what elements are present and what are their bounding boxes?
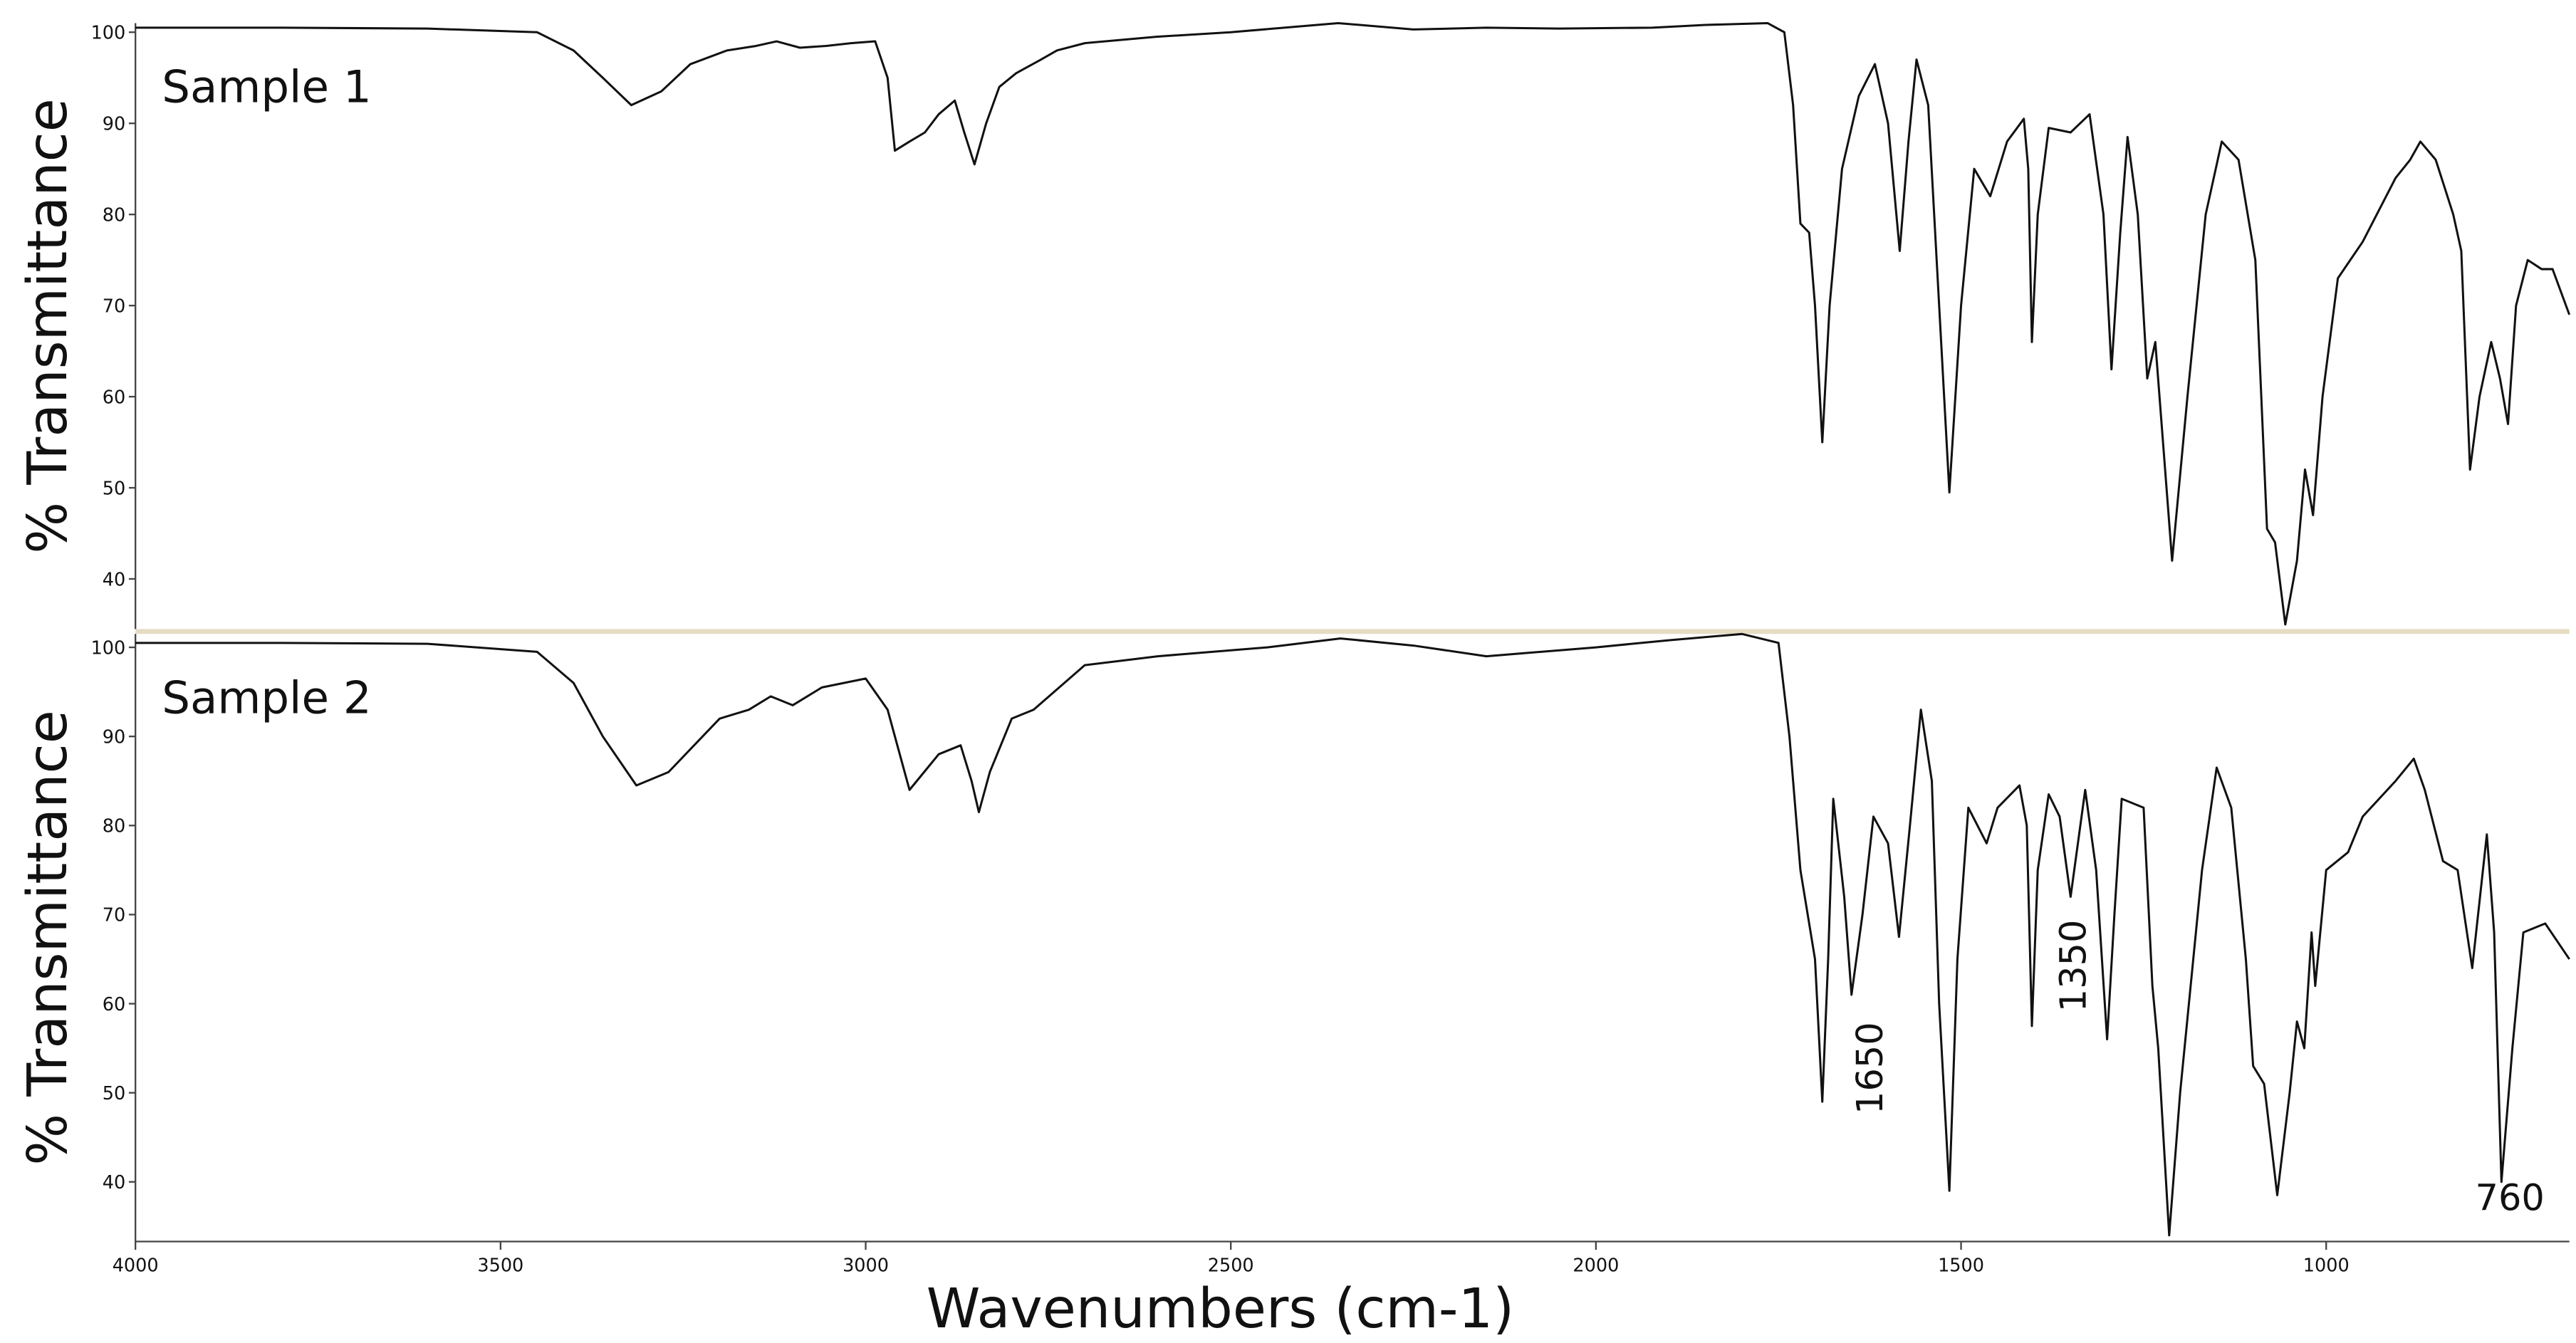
y-tick-label: 80 bbox=[103, 204, 125, 226]
x-tick-label: 2000 bbox=[1573, 1255, 1619, 1276]
y-tick-label: 90 bbox=[103, 726, 125, 748]
y-tick-label: 50 bbox=[103, 1083, 125, 1104]
y-tick-label: 80 bbox=[103, 816, 125, 837]
y-axis-label: % Transmittance bbox=[16, 98, 80, 553]
y-tick-label: 40 bbox=[103, 1172, 125, 1193]
panel-title: Sample 2 bbox=[162, 672, 371, 724]
x-tick-label: 3500 bbox=[477, 1255, 523, 1276]
y-tick-label: 100 bbox=[91, 637, 126, 659]
spectrum-line bbox=[135, 21, 2571, 626]
peak-annotation: 1350 bbox=[2053, 919, 2095, 1012]
y-tick-label: 60 bbox=[103, 994, 125, 1015]
y-tick-label: 70 bbox=[103, 296, 125, 317]
y-tick-label: 50 bbox=[103, 478, 125, 499]
y-tick-label: 60 bbox=[103, 387, 125, 408]
y-axis-label: % Transmittance bbox=[16, 710, 80, 1165]
x-tick-label: 2500 bbox=[1208, 1255, 1254, 1276]
x-tick-label: 1500 bbox=[1938, 1255, 1984, 1276]
peak-annotation: 1650 bbox=[1850, 1022, 1892, 1114]
y-tick-label: 40 bbox=[103, 569, 125, 590]
y-tick-label: 90 bbox=[103, 113, 125, 135]
x-tick-label: 1000 bbox=[2303, 1255, 2350, 1276]
x-tick-label: 4000 bbox=[113, 1255, 159, 1276]
peak-annotation: 760 bbox=[2476, 1177, 2545, 1219]
spectrum-line bbox=[135, 632, 2570, 1237]
x-axis-label: Wavenumbers (cm-1) bbox=[927, 1277, 1514, 1341]
y-tick-label: 70 bbox=[103, 905, 125, 926]
y-tick-label: 100 bbox=[91, 23, 126, 44]
panel-title: Sample 1 bbox=[162, 61, 371, 113]
x-tick-label: 3000 bbox=[843, 1255, 889, 1276]
